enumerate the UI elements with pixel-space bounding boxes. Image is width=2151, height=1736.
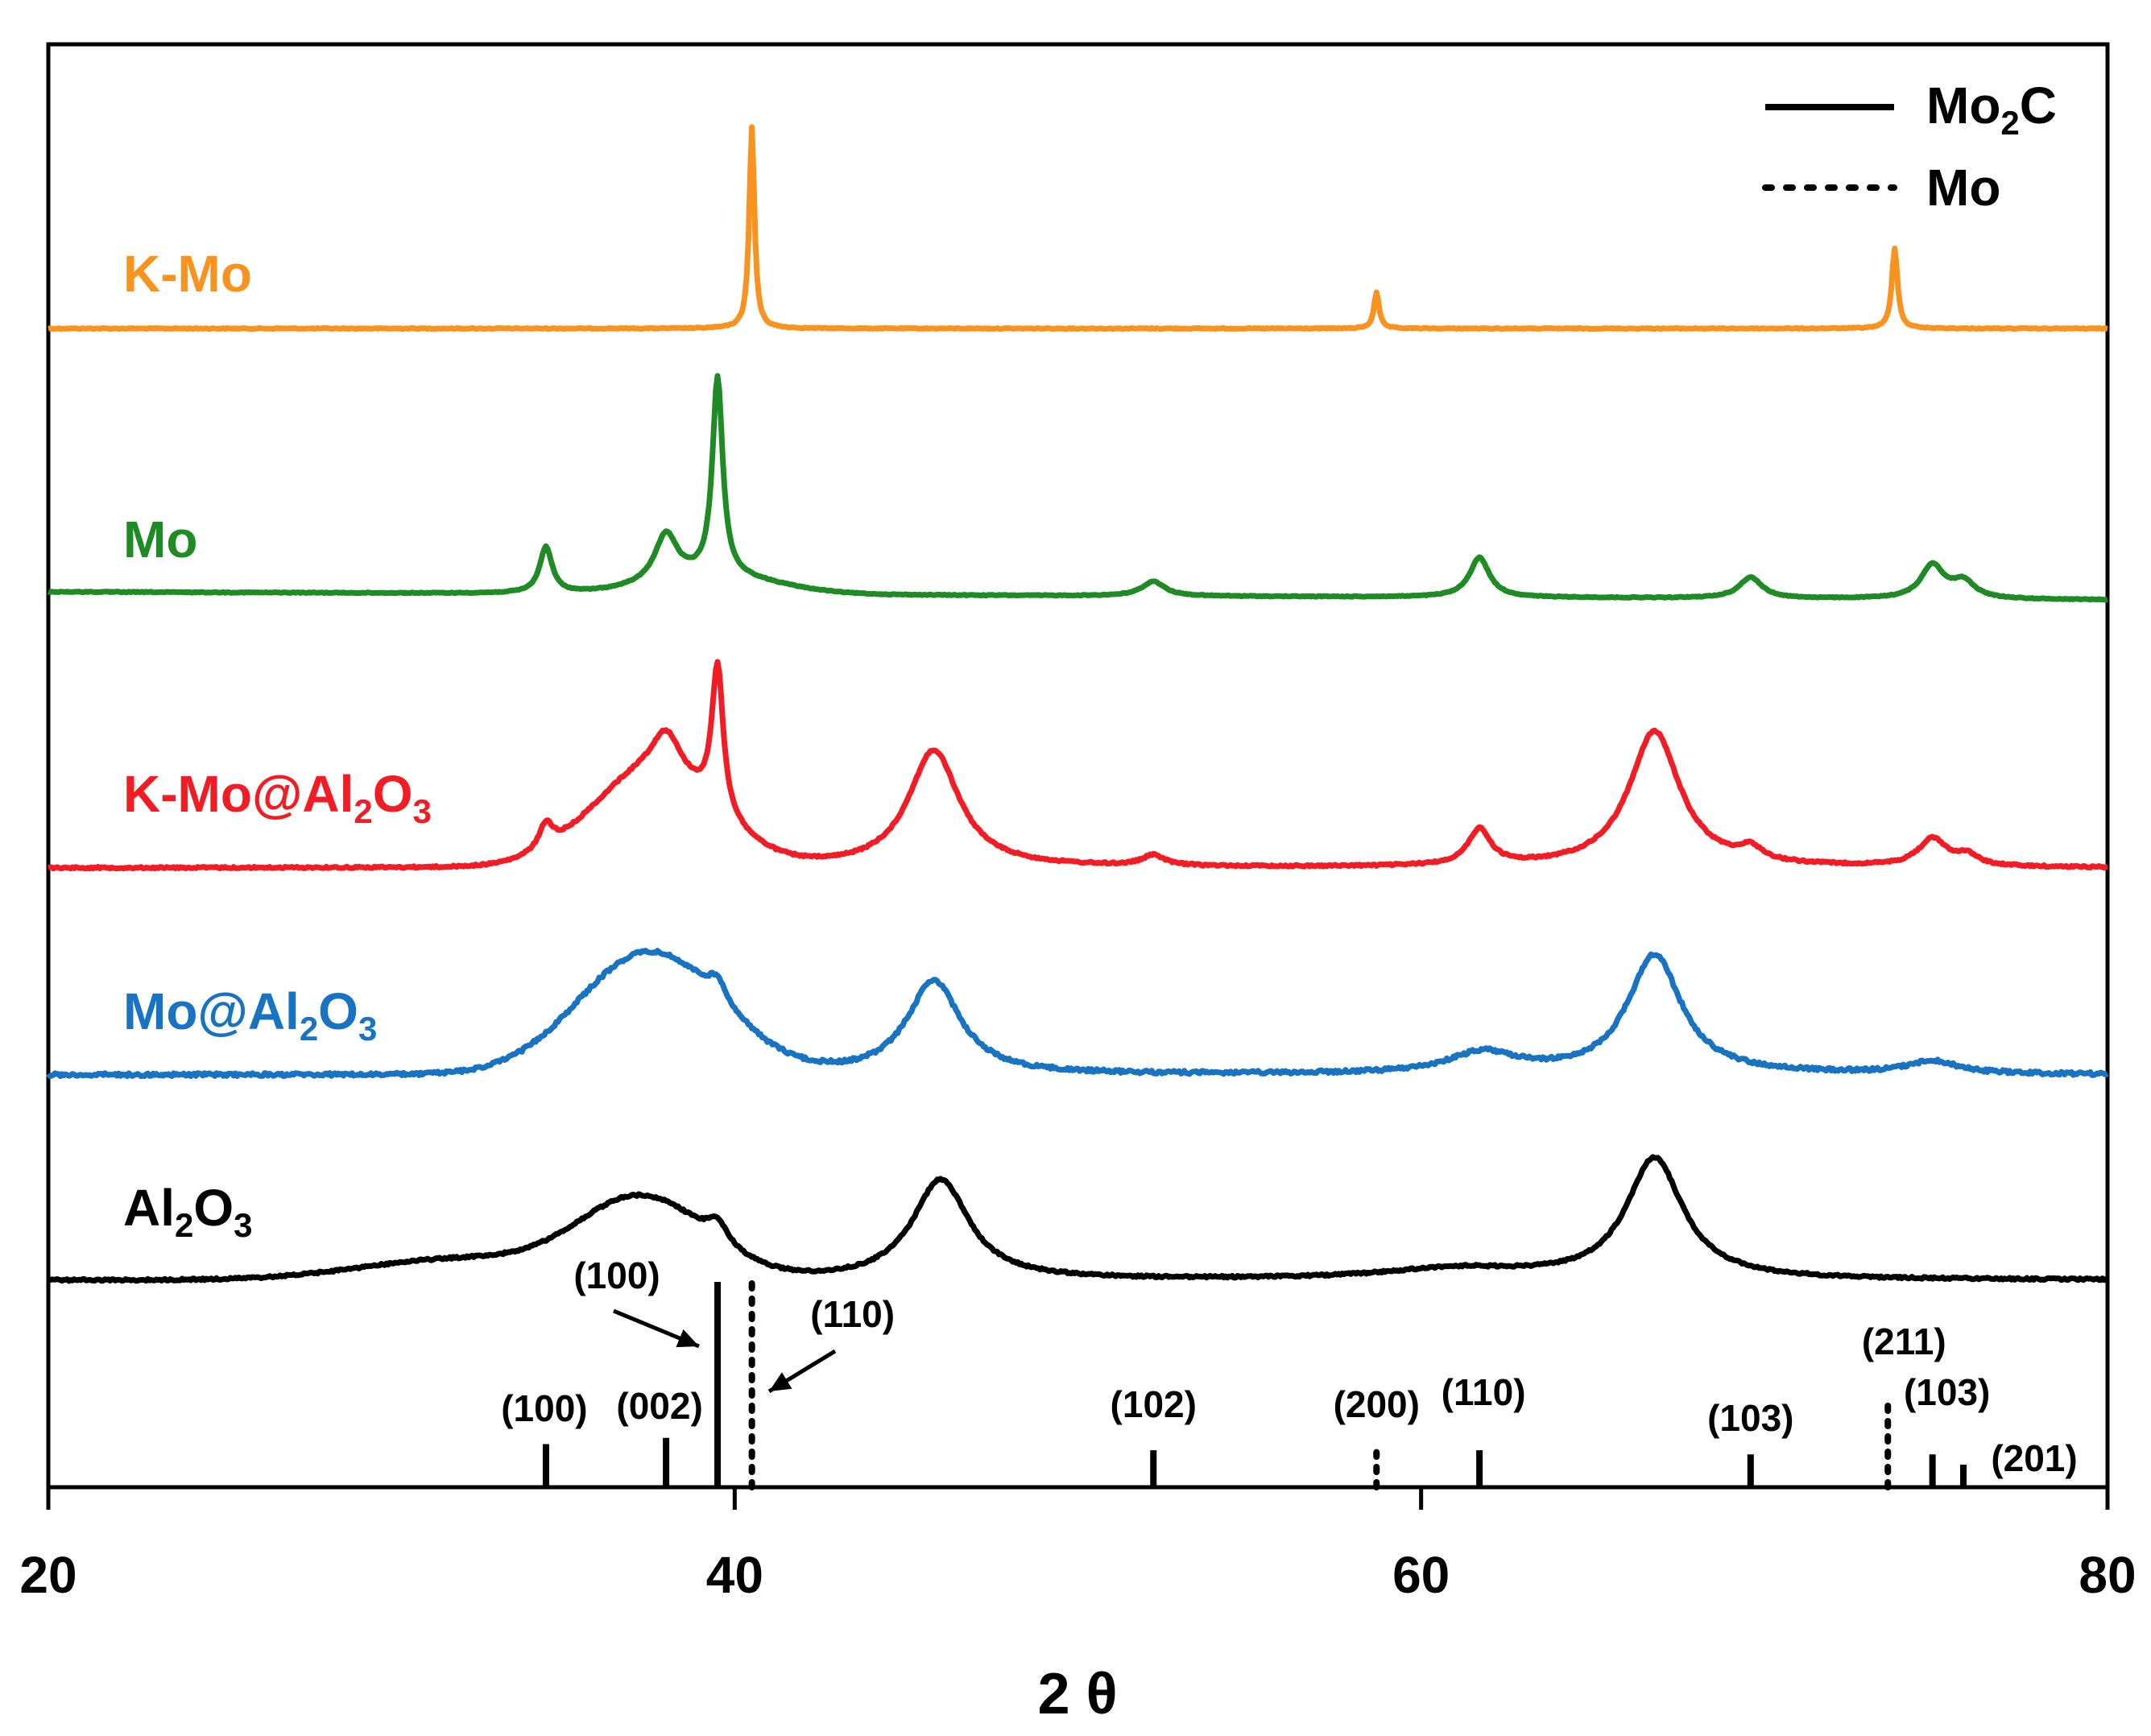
label-mo-al2o3-sub3: 3 (358, 1010, 377, 1048)
label-k-mo-al2o3-o: O (373, 765, 413, 823)
label-al2o3-o: O (193, 1179, 234, 1237)
annotation-arrow-0 (613, 1308, 700, 1349)
x-tick-label-60: 60 (1392, 1546, 1450, 1604)
label-k-mo-al2o3-sub2: 2 (354, 792, 372, 830)
ref-label-mo2c-6: (103) (1904, 1371, 1990, 1413)
label-al2o3-main: Al (123, 1179, 175, 1237)
label-k-mo-al2o3-sub3: 3 (412, 792, 431, 830)
legend-mo2c-main: Mo (1926, 76, 2000, 134)
series-mo-al2o3 (46, 948, 2109, 1080)
legend-mo2c-label: Mo2C (1926, 76, 2057, 142)
legend-mo2c-sub: 2 (2000, 104, 2019, 142)
spectra-group (46, 124, 2109, 1284)
ref-label-mo2c-5: (103) (1707, 1397, 1793, 1439)
reference-lines-group: (100) (002)(100)(102) (110)(103)(103)(201)… (501, 1254, 2078, 1490)
ref-label-mo2c-4: (110) (1442, 1371, 1526, 1413)
label-mo-al2o3: Mo@Al2O3 (123, 982, 377, 1048)
label-mo-al2o3-main: Mo@Al (123, 982, 300, 1040)
label-k-mo-al2o3-main: K-Mo@Al (123, 765, 354, 823)
ref-label-mo2c-7: (201) (1991, 1437, 2077, 1479)
series-k-mo (47, 124, 2109, 333)
label-k-mo-al2o3: K-Mo@Al2O3 (123, 765, 432, 830)
ref-label-mo-2: (211) (1862, 1321, 1946, 1362)
ref-label-mo2c-2: (100) (573, 1254, 660, 1296)
annotation-arrow-1 (767, 1349, 837, 1394)
series-mo (47, 373, 2109, 603)
ref-label-mo2c-1: (002) (616, 1385, 702, 1427)
label-al2o3-sub3: 3 (234, 1206, 252, 1244)
x-axis: 20 40 60 80 (19, 1487, 2137, 1604)
plot-frame (46, 42, 2110, 1490)
label-al2o3-sub2: 2 (175, 1206, 193, 1244)
ref-label-mo-0: (110) (810, 1293, 895, 1335)
ref-label-mo2c-0: (100) (501, 1387, 587, 1429)
label-mo-al2o3-o: O (318, 982, 358, 1040)
legend: Mo2C Mo (1762, 76, 2057, 217)
ref-label-mo2c-3: (102) (1111, 1383, 1197, 1425)
label-mo: Mo (123, 510, 197, 568)
label-k-mo: K-Mo (123, 245, 252, 303)
x-tick-label-20: 20 (19, 1546, 77, 1604)
ref-label-mo-1: (200) (1334, 1383, 1420, 1425)
x-tick-label-40: 40 (706, 1546, 763, 1604)
legend-mo-label: Mo (1926, 159, 2000, 217)
series-al2o3 (47, 1154, 2109, 1284)
series-k-mo-al2o3 (47, 659, 2109, 872)
x-tick-label-80: 80 (2079, 1546, 2136, 1604)
label-al2o3: Al2O3 (123, 1179, 253, 1244)
legend-mo2c-end: C (2020, 76, 2057, 134)
x-axis-title: 2 θ (1038, 1662, 1118, 1726)
label-mo-al2o3-sub2: 2 (300, 1010, 318, 1048)
